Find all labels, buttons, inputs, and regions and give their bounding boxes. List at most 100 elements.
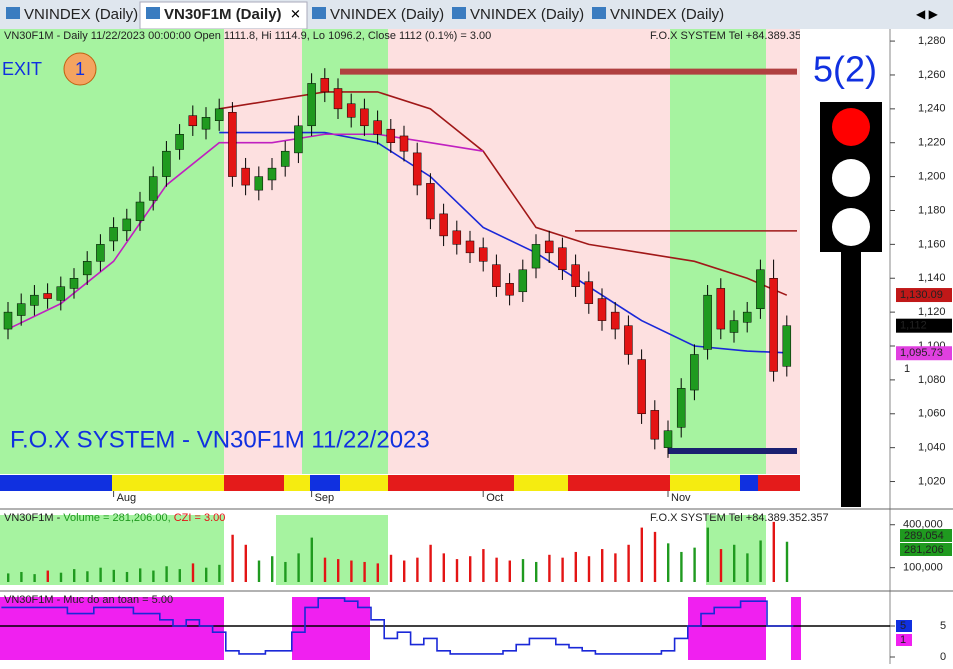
volume-bar xyxy=(587,556,591,582)
candle-body xyxy=(241,167,250,186)
x-tick-label: Sep xyxy=(315,492,335,504)
strip xyxy=(388,475,514,491)
volume-bar xyxy=(733,544,736,582)
exit-badge xyxy=(63,52,97,86)
candle-body xyxy=(69,277,79,289)
safety-header: VN30F1M - Muc do an toan = 5.00 xyxy=(4,594,173,606)
strip xyxy=(758,475,800,491)
safety-zones xyxy=(0,597,801,660)
volume-bar xyxy=(191,563,195,582)
candle-body xyxy=(452,230,462,245)
light xyxy=(832,159,870,197)
state-strip xyxy=(0,475,800,491)
candle-body xyxy=(109,227,118,242)
zone xyxy=(302,29,388,474)
candle-body xyxy=(571,264,580,287)
volume-bar xyxy=(469,556,472,582)
safety-line xyxy=(1,597,794,655)
active-tab[interactable] xyxy=(139,1,308,30)
y-tick-label: 1,220 xyxy=(918,137,946,149)
volume-zones xyxy=(0,515,766,585)
y-tick-label: 1,120 xyxy=(918,306,946,318)
price-tag xyxy=(896,288,952,303)
volume-bar xyxy=(59,572,63,582)
candle-body xyxy=(492,264,501,287)
volume-bar xyxy=(257,560,261,582)
volume-bar xyxy=(416,557,419,582)
safety-tag-label: 5 xyxy=(900,620,906,632)
tab-icon xyxy=(6,7,20,19)
candle-body xyxy=(624,325,633,355)
price-tag xyxy=(896,346,952,361)
candle-body xyxy=(465,240,475,254)
tab-icon xyxy=(592,7,606,19)
x-tick-label: Aug xyxy=(117,492,137,504)
tab[interactable]: VNINDEX (Daily) xyxy=(330,6,444,23)
y-tick-label: 1,260 xyxy=(918,69,946,81)
candle-body xyxy=(478,247,488,262)
tab[interactable]: VNINDEX (Daily) xyxy=(24,6,138,23)
y-tick-label: 1,040 xyxy=(918,442,946,454)
tab[interactable]: VN30F1M (Daily) xyxy=(164,6,282,23)
candle-body xyxy=(43,293,52,299)
candle-body xyxy=(399,135,409,152)
candle-body xyxy=(663,430,673,448)
y-tick-label: 400,000 xyxy=(903,519,943,531)
tab[interactable]: VNINDEX (Daily) xyxy=(470,6,584,23)
volume-bar xyxy=(719,549,723,582)
volume-bar xyxy=(403,560,406,582)
strip xyxy=(284,475,310,491)
y-tick-label: 5 xyxy=(940,620,946,632)
volume-bar xyxy=(389,554,393,582)
candle-body xyxy=(82,261,92,276)
tab-nav[interactable]: ◀ ▶ xyxy=(916,7,939,21)
volume-bar xyxy=(548,554,551,582)
candle-body xyxy=(690,354,699,391)
volume-bar xyxy=(455,559,459,582)
candle-body xyxy=(769,277,778,372)
volume-value: Volume = 281,206.00, xyxy=(63,512,173,524)
zone xyxy=(276,515,388,585)
tab[interactable]: VNINDEX (Daily) xyxy=(610,6,724,23)
tab-icon xyxy=(312,7,326,19)
indicator-line xyxy=(219,91,788,296)
zone xyxy=(0,597,224,660)
volume-bar xyxy=(601,549,604,582)
candle-body xyxy=(320,78,330,93)
candle-body xyxy=(16,303,26,316)
volume-bar xyxy=(574,551,577,582)
volume-bar xyxy=(337,559,340,582)
candle-body xyxy=(214,108,224,121)
zone xyxy=(0,29,224,474)
x-tick-label: Oct xyxy=(486,492,503,504)
candle-body xyxy=(135,201,145,221)
zone xyxy=(388,29,670,474)
volume-bar xyxy=(139,568,142,582)
tab-close[interactable]: ✕ xyxy=(290,6,301,21)
strip xyxy=(112,475,224,491)
tab-icon xyxy=(452,7,466,19)
price-chart xyxy=(3,68,797,458)
volume-bar xyxy=(46,570,49,582)
indicator-line xyxy=(219,131,787,354)
safety-tag-label: 1 xyxy=(900,634,906,646)
extra-tag: 1 xyxy=(904,363,910,375)
system-label: F.O.X SYSTEM Tel +84.389.352.357 xyxy=(650,30,829,42)
y-tick-label: 1,080 xyxy=(918,374,946,386)
volume-bar xyxy=(495,557,498,582)
candle-body xyxy=(558,247,567,271)
y-tick-label: 1,280 xyxy=(918,35,946,47)
candle-body xyxy=(267,167,277,181)
volume-bar xyxy=(759,540,762,582)
volume-bar xyxy=(693,547,696,582)
candle-body xyxy=(96,244,105,262)
volume-bar xyxy=(86,571,89,582)
volume-bar xyxy=(7,573,10,582)
strip xyxy=(568,475,670,491)
volume-bar xyxy=(112,569,115,582)
zone xyxy=(0,515,224,585)
volume-bar xyxy=(205,567,208,582)
candle-body xyxy=(280,150,290,167)
candle-body xyxy=(531,244,541,269)
candle-body xyxy=(703,294,712,350)
